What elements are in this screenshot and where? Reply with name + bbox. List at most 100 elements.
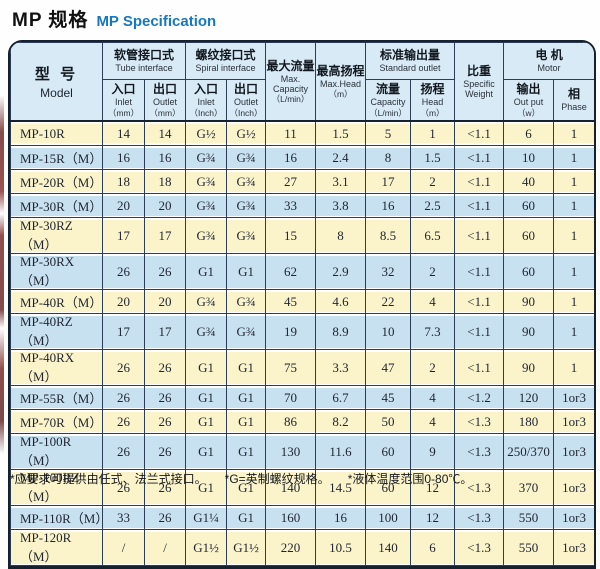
header-outlet-mm-en: Outlet [153, 97, 178, 108]
header-max-capacity-cn: 最大流量 [266, 58, 315, 73]
value-cell: 33 [102, 505, 145, 530]
model-cell: MP-70R（M） [10, 409, 103, 434]
value-cell: 60 [503, 193, 555, 218]
value-cell: 1 [553, 217, 594, 254]
value-cell: 1 [553, 169, 594, 194]
value-cell: <1.1 [454, 145, 505, 170]
page-title: MP 规格 MP Specification [12, 5, 216, 32]
value-cell: 33 [265, 193, 317, 218]
value-cell: 47 [365, 349, 412, 386]
value-cell: 19 [265, 313, 317, 350]
header-outlet-mm: 出口 Outlet （mm） [143, 79, 187, 122]
header-max-head: 最高扬程 Max.Head （m） [315, 42, 367, 122]
footnote-connection: *应要求可提供由任式、法兰式接口。 [10, 472, 207, 486]
value-cell: 16 [265, 145, 317, 170]
model-cell: MP-120R（M） [10, 529, 103, 566]
header-max-capacity-unit: （L/min） [271, 94, 310, 105]
header-motor: 电 机 Motor [503, 42, 594, 80]
value-cell: 32 [365, 253, 412, 290]
header-spiral-en: Spiral interface [195, 63, 256, 74]
value-cell: 11.6 [315, 433, 367, 470]
value-cell: 8.9 [315, 313, 367, 350]
value-cell: 75 [265, 349, 317, 386]
value-cell: G¾ [185, 313, 228, 350]
header-max-head-cn: 最高扬程 [316, 63, 365, 78]
header-inlet-mm: 入口 Inlet （mm） [102, 79, 145, 122]
header-max-head-en: Max.Head [320, 78, 362, 89]
value-cell: 6.7 [315, 385, 367, 410]
value-cell: 17 [102, 217, 145, 254]
header-spiral-cn: 螺纹接口式 [195, 48, 256, 63]
value-cell: 1 [410, 120, 456, 146]
value-cell: 26 [143, 505, 187, 530]
value-cell: G1 [226, 349, 267, 386]
header-inlet-mm-en: Inlet [114, 97, 132, 108]
value-cell: 26 [102, 349, 145, 386]
table-row: MP-100R（M） 26 26 G1 G1 130 11.6 60 9 <1.3 250/370 1… [10, 433, 594, 470]
value-cell: 4 [410, 385, 456, 410]
header-phase: 相 Phase [553, 79, 594, 122]
value-cell: 550 [503, 529, 555, 566]
header-max-capacity-en2: Capacity [273, 83, 309, 94]
value-cell: G¾ [185, 289, 228, 314]
value-cell: G¾ [226, 313, 267, 350]
value-cell: 1 [553, 120, 594, 146]
table-header: 型 号 Model 软管接口式 Tube interface 螺纹接口式 Spi… [10, 42, 594, 122]
value-cell: 11 [265, 120, 317, 146]
value-cell: 26 [143, 409, 187, 434]
value-cell: 8 [315, 217, 367, 254]
footnote-thread: *G=英制螺纹规格。 [224, 472, 330, 486]
value-cell: G1 [226, 385, 267, 410]
value-cell: 1or3 [553, 433, 594, 470]
value-cell: <1.1 [454, 169, 505, 194]
value-cell: 1or3 [553, 409, 594, 434]
value-cell: <1.3 [454, 433, 505, 470]
model-cell: MP-40RZ（M） [10, 313, 103, 350]
header-output-cn: 输出 [516, 82, 541, 97]
table-row: MP-110R（M） 33 26 G1¼ G1 160 16 100 12 <1.3 550 1or3 [10, 505, 594, 530]
value-cell: 26 [102, 409, 145, 434]
value-cell: 1.5 [410, 145, 456, 170]
value-cell: <1.1 [454, 120, 505, 146]
header-std-capacity-en: Capacity [370, 97, 406, 108]
value-cell: 2.9 [315, 253, 367, 290]
header-std-capacity: 流量 Capacity （L/min） [365, 79, 412, 122]
header-phase-cn: 相 [568, 87, 581, 102]
value-cell: 1 [553, 349, 594, 386]
value-cell: 250/370 [503, 433, 555, 470]
table-row: MP-40R（M） 20 20 G¾ G¾ 45 4.6 22 4 <1.1 90 1 [10, 289, 594, 314]
table-row: MP-10R 14 14 G½ G½ 11 1.5 5 1 <1.1 6 1 [10, 120, 594, 146]
value-cell: 6 [410, 529, 456, 566]
value-cell: 10 [503, 145, 555, 170]
header-tube-en: Tube interface [115, 63, 173, 74]
header-spiral-interface: 螺纹接口式 Spiral interface [185, 42, 267, 80]
value-cell: 60 [503, 217, 555, 254]
value-cell: 2.4 [315, 145, 367, 170]
header-standard-outlet: 标准输出量 Standard outlet [365, 42, 456, 80]
value-cell: 20 [143, 289, 187, 314]
table-row: MP-70R（M） 26 26 G1 G1 86 8.2 50 4 <1.3 180 1or3 [10, 409, 594, 434]
value-cell: 60 [365, 433, 412, 470]
value-cell: 26 [143, 433, 187, 470]
header-specific-weight-en2: Weight [465, 89, 493, 99]
value-cell: 14 [102, 120, 145, 146]
header-std-head-unit: （m） [420, 107, 445, 118]
value-cell: G¾ [226, 169, 267, 194]
value-cell: 100 [365, 505, 412, 530]
spec-table-grid: 型 号 Model 软管接口式 Tube interface 螺纹接口式 Spi… [10, 42, 594, 566]
model-cell: MP-110R（M） [10, 505, 103, 530]
value-cell: G1 [226, 409, 267, 434]
header-standard-outlet-cn: 标准输出量 [380, 48, 441, 63]
value-cell: 1or3 [553, 385, 594, 410]
value-cell: 10 [365, 313, 412, 350]
value-cell: 1.5 [315, 120, 367, 146]
header-std-head-cn: 扬程 [420, 82, 445, 97]
table-row: MP-40RX（M） 26 26 G1 G1 75 3.3 47 2 <1.1 90 1 [10, 349, 594, 386]
value-cell: 62 [265, 253, 317, 290]
value-cell: G½ [185, 120, 228, 146]
footnote-temperature: *液体温度范围0-80℃。 [347, 472, 473, 486]
value-cell: <1.1 [454, 289, 505, 314]
table-row: MP-55R（M） 26 26 G1 G1 70 6.7 45 4 <1.2 120 1or3 [10, 385, 594, 410]
value-cell: 2 [410, 253, 456, 290]
value-cell: 26 [143, 253, 187, 290]
